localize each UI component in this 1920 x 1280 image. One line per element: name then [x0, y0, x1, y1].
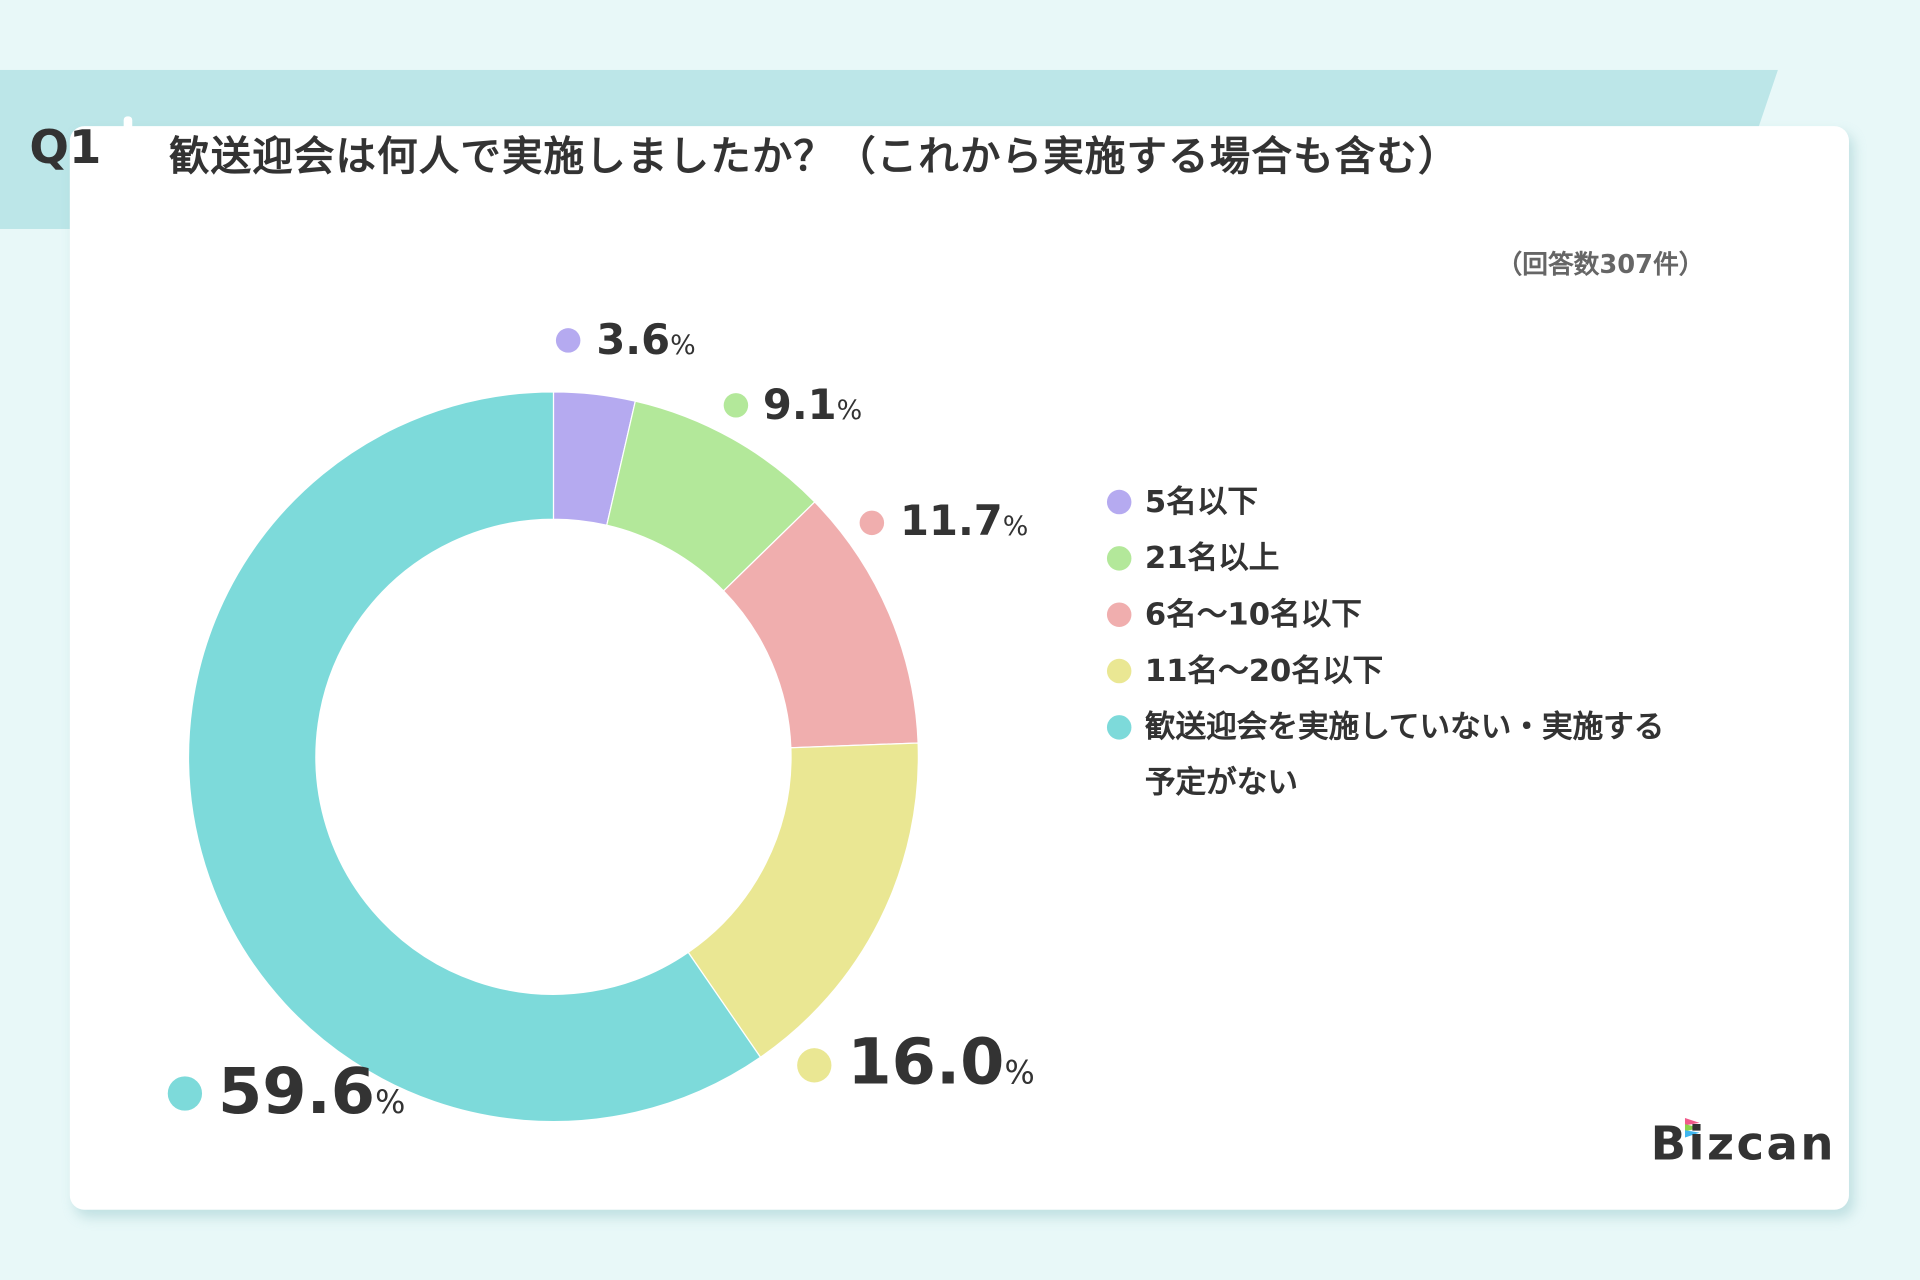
- legend-label: 6名〜10名以下: [1144, 596, 1362, 632]
- data-label-unit: %: [375, 1084, 406, 1122]
- bizcan-logo: Bizcan: [1650, 1116, 1836, 1171]
- response-count: （回答数307件）: [1496, 249, 1705, 280]
- data-label-value: 9.1: [762, 380, 837, 430]
- data-label-value: 11.7: [900, 497, 1003, 547]
- data-label-dot: [167, 1076, 203, 1111]
- data-label: 9.1%: [763, 381, 862, 430]
- legend-label: 歓送迎会を実施していない・実施する: [1144, 708, 1665, 745]
- legend-swatch: [1106, 602, 1132, 627]
- legend-swatch: [1106, 546, 1132, 571]
- data-label-dot: [859, 510, 885, 536]
- data-label-unit: %: [670, 330, 696, 362]
- legend-item: 歓送迎会を実施していない・実施する 予定がない: [1106, 708, 1665, 818]
- legend-item: 6名〜10名以下: [1106, 595, 1664, 651]
- data-label-value: 59.6: [217, 1055, 376, 1129]
- legend-label: 11名〜20名以下: [1144, 652, 1384, 689]
- data-label-dot: [555, 328, 581, 353]
- legend-swatch: [1106, 658, 1132, 684]
- donut-slice: [687, 742, 919, 1059]
- data-label-unit: %: [1002, 511, 1029, 543]
- legend-label: 5名以下: [1144, 483, 1259, 520]
- legend-label-line2: 予定がない: [1144, 764, 1298, 800]
- legend-item: 21名以上: [1106, 539, 1664, 595]
- legend-item: 5名以下: [1106, 482, 1664, 538]
- data-label: 16.0%: [847, 1026, 1034, 1099]
- data-label: 11.7%: [900, 497, 1028, 546]
- question-title: 歓送迎会は何人で実施しましたか？（これから実施する場合も含む）: [168, 132, 1460, 181]
- data-label-dot: [723, 393, 749, 418]
- data-label-value: 16.0: [847, 1026, 1005, 1100]
- data-label-unit: %: [1004, 1055, 1035, 1093]
- question-number: Q1: [29, 120, 102, 174]
- donut-slice: [187, 391, 762, 1123]
- legend-label: 21名以上: [1144, 540, 1280, 576]
- divider: [123, 116, 133, 229]
- data-label-value: 3.6: [596, 315, 671, 365]
- data-label: 59.6%: [218, 1056, 405, 1129]
- data-label-dot: [797, 1048, 832, 1083]
- data-label: 3.6%: [596, 316, 695, 365]
- legend-swatch: [1106, 715, 1132, 740]
- data-label-unit: %: [836, 395, 863, 427]
- legend: 5名以下 21名以上 6名〜10名以下 11名〜20名以下 歓送迎会を実施してい…: [1106, 482, 1665, 818]
- legend-item: 11名〜20名以下: [1106, 651, 1664, 707]
- logo-mark-icon: [1684, 1117, 1700, 1138]
- legend-swatch: [1106, 489, 1132, 515]
